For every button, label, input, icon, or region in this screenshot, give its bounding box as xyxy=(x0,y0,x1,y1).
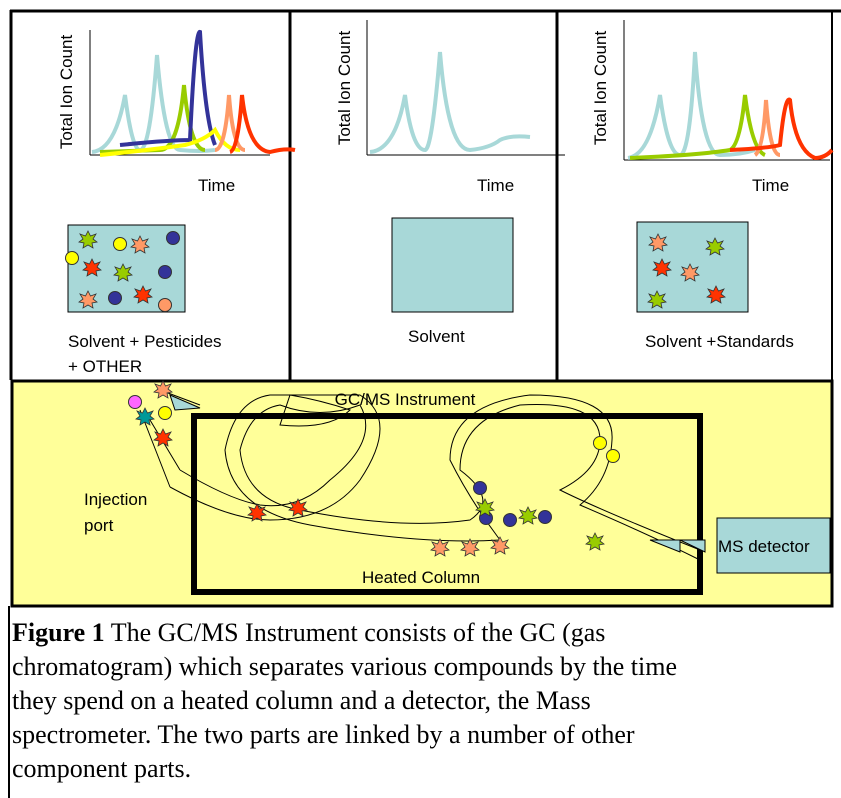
column-label: Heated Column xyxy=(362,568,480,587)
panel-caption: Solvent + Pesticides xyxy=(68,332,222,351)
instrument-title: GC/MS Instrument xyxy=(335,390,476,409)
molecule xyxy=(128,395,142,409)
panel-caption: Solvent xyxy=(408,327,465,346)
molecule xyxy=(593,436,607,450)
caption-label: Figure 1 xyxy=(12,618,105,647)
injection-label: port xyxy=(84,516,114,535)
sample-vial xyxy=(391,217,514,313)
molecule xyxy=(473,481,487,495)
caption-line: The GC/MS Instrument consists of the GC … xyxy=(111,618,606,647)
connector xyxy=(679,539,706,553)
injector xyxy=(169,394,201,411)
x-axis-label: Time xyxy=(477,176,514,195)
y-axis-label: Total Ion Count xyxy=(57,35,76,150)
caption-line: spectrometer. The two parts are linked b… xyxy=(12,720,635,749)
x-axis-label: Time xyxy=(198,176,235,195)
y-axis-label: Total Ion Count xyxy=(591,31,610,146)
panel-frames xyxy=(9,9,841,380)
molecule xyxy=(65,251,79,265)
y-axis-label: Total Ion Count xyxy=(335,31,354,146)
chart-3 xyxy=(623,20,834,161)
caption-line: component parts. xyxy=(12,754,191,783)
molecule xyxy=(503,513,517,527)
figure-caption: Figure 1 The GC/MS Instrument consists o… xyxy=(12,618,605,647)
molecule xyxy=(166,231,180,245)
ms-detector xyxy=(716,517,831,574)
molecule xyxy=(606,449,620,463)
molecule xyxy=(538,510,552,524)
oven xyxy=(191,413,703,595)
injection-label: Injection xyxy=(84,490,147,509)
molecule xyxy=(113,237,127,251)
caption-line: chromatogram) which separates various co… xyxy=(12,652,677,681)
molecule xyxy=(108,291,122,305)
detector-label: MS detector xyxy=(718,537,810,556)
panel-caption: + OTHER xyxy=(68,357,142,376)
molecule xyxy=(158,298,172,312)
caption-line: they spend on a heated column and a dete… xyxy=(12,686,591,715)
connector xyxy=(649,539,681,553)
molecule xyxy=(158,406,172,420)
chart-2 xyxy=(366,20,565,156)
molecules xyxy=(65,230,726,557)
x-axis-label: Time xyxy=(752,176,789,195)
molecule xyxy=(158,265,172,279)
panel-caption: Solvent +Standards xyxy=(645,332,794,351)
chart-1 xyxy=(89,29,296,157)
